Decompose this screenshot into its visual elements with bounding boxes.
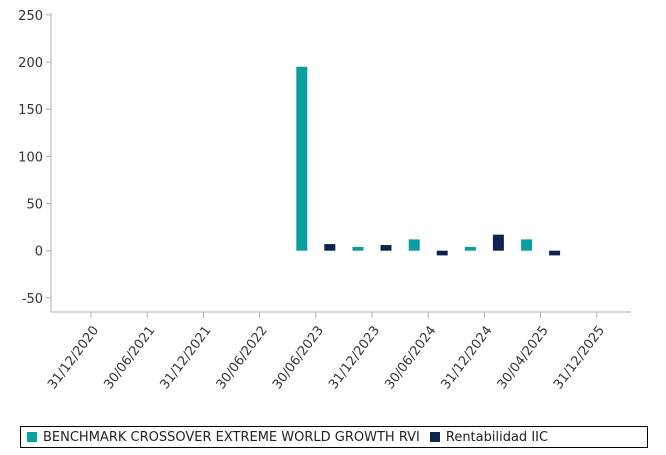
x-tick-label: 31/12/2025	[551, 323, 608, 392]
bar-benchmark	[352, 246, 364, 251]
legend-item-rentabilidad[interactable]: Rentabilidad IIC	[429, 429, 549, 445]
legend-swatch-benchmark	[27, 432, 37, 442]
x-tick-label: 31/12/2024	[439, 323, 496, 392]
x-tick-label: 30/06/2022	[214, 323, 271, 392]
bar-rentabilidad	[380, 245, 392, 251]
x-tick-label: 30/04/2025	[495, 323, 552, 392]
x-tick-label: 30/06/2023	[270, 323, 327, 392]
bar-rentabilidad	[492, 234, 504, 251]
chart-legend: BENCHMARK CROSSOVER EXTREME WORLD GROWTH…	[20, 426, 648, 448]
y-tick-label: 250	[18, 9, 43, 24]
y-tick-label: 150	[18, 103, 43, 118]
legend-label-rentabilidad: Rentabilidad IIC	[445, 429, 549, 445]
bar-rentabilidad	[549, 250, 561, 256]
legend-swatch-rentabilidad	[429, 432, 440, 442]
bar-rentabilidad	[324, 244, 336, 251]
y-tick-label: 50	[26, 198, 43, 213]
bar-benchmark	[464, 246, 476, 251]
bar-rentabilidad	[436, 250, 448, 256]
y-tick-label: 100	[18, 150, 43, 165]
x-tick-label: 31/12/2020	[45, 323, 102, 392]
legend-label-benchmark: BENCHMARK CROSSOVER EXTREME WORLD GROWTH…	[43, 429, 420, 445]
bar-benchmark	[296, 66, 308, 251]
x-tick-label: 30/06/2021	[101, 323, 158, 392]
y-tick-label: 200	[18, 56, 43, 71]
bar-benchmark	[521, 239, 533, 251]
bar-benchmark	[408, 239, 420, 251]
x-tick-label: 30/06/2024	[382, 323, 439, 392]
x-tick-label: 31/12/2021	[158, 323, 215, 392]
y-tick-label: 0	[35, 245, 43, 260]
x-tick-label: 31/12/2023	[326, 323, 383, 392]
legend-item-benchmark[interactable]: BENCHMARK CROSSOVER EXTREME WORLD GROWTH…	[27, 430, 420, 445]
y-tick-label: -50	[22, 292, 43, 307]
